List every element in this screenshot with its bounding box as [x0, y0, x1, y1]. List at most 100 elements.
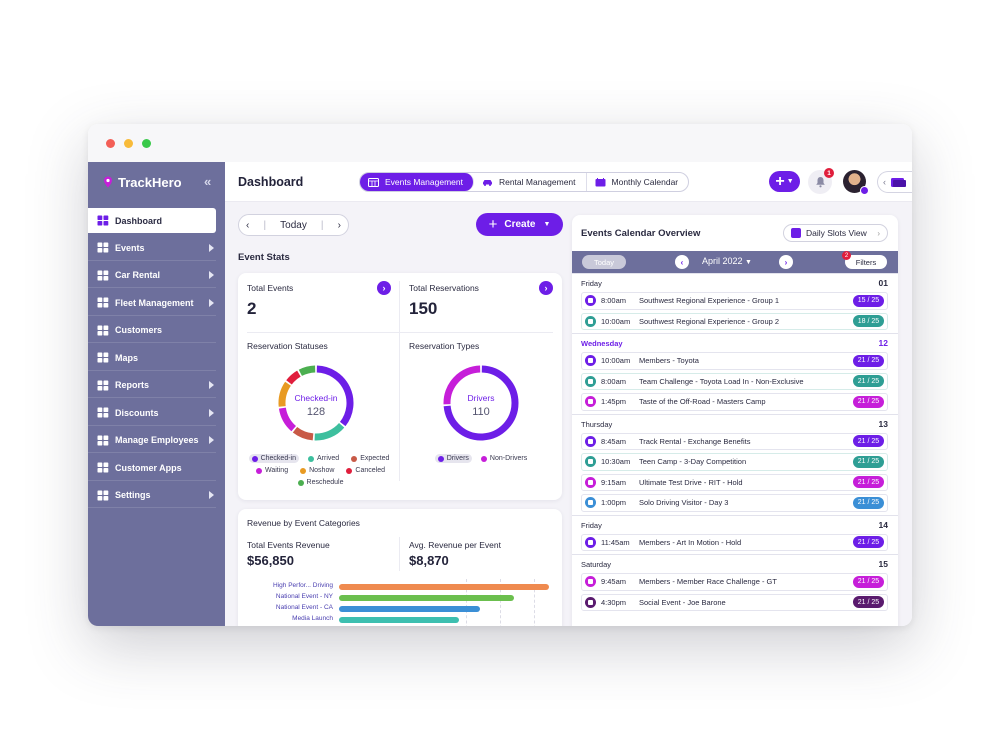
donut-segment-reschedule[interactable] — [298, 365, 316, 376]
calendar-event[interactable]: 10:00am Members - Toyota 21 / 25 — [581, 352, 888, 370]
calendar-event[interactable]: 8:00am Team Challenge - Toyota Load In - … — [581, 372, 888, 390]
bar-fill[interactable] — [339, 617, 459, 623]
calendar-stack-icon — [891, 177, 906, 187]
chevron-right-icon[interactable]: › — [337, 219, 341, 231]
bar-row: Media Launch — [247, 615, 557, 626]
tag-icon — [97, 407, 109, 418]
sidebar-item-car-rental[interactable]: Car Rental — [88, 263, 216, 288]
reservation-types-title: Reservation Types — [409, 341, 480, 351]
donut-segment-non-drivers[interactable] — [443, 365, 481, 405]
tab-rental-management[interactable]: Rental Management — [474, 173, 587, 191]
sidebar-item-fleet-management[interactable]: Fleet Management — [88, 291, 216, 316]
donut-segment-arrived[interactable] — [314, 422, 345, 441]
brand-logo[interactable]: TrackHero « — [88, 162, 225, 202]
legend-item[interactable]: Expected — [348, 454, 392, 463]
calendar-event[interactable]: 1:45pm Taste of the Off-Road - Masters Ca… — [581, 393, 888, 411]
legend-item[interactable]: Checked-in — [248, 454, 300, 463]
calendar-event[interactable]: 9:15am Ultimate Test Drive - RIT - Hold 21… — [581, 473, 888, 491]
legend-item[interactable]: Reschedule — [295, 478, 347, 487]
arrow-right-icon[interactable]: › — [539, 281, 553, 295]
filters-button[interactable]: 2 Filters — [842, 251, 887, 269]
calendar-event[interactable]: 9:45am Members - Member Race Challenge - … — [581, 573, 888, 591]
tab-events-management[interactable]: Events Management — [360, 173, 474, 191]
plus-icon: + — [775, 172, 785, 190]
grid-icon — [97, 215, 109, 226]
calendar-event[interactable]: 10:00am Southwest Regional Experience - G… — [581, 312, 888, 330]
total-events-value: 2 — [247, 299, 257, 318]
calendar-event[interactable]: 1:00pm Solo Driving Visitor - Day 3 21 / 2… — [581, 494, 888, 512]
legend-swatch — [308, 455, 315, 462]
sidebar-item-customers[interactable]: Customers — [88, 318, 216, 343]
calendar-event[interactable]: 4:30pm Social Event - Joe Barone 21 / 25 — [581, 593, 888, 611]
map-icon — [97, 352, 109, 363]
minimize-window-button[interactable] — [124, 139, 133, 148]
calendar-event[interactable]: 11:45am Members - Art In Motion - Hold 21 … — [581, 533, 888, 551]
quick-add-button[interactable]: + ▼ — [769, 171, 800, 192]
event-type-icon — [585, 476, 596, 488]
calendar-event[interactable]: 10:30am Teen Camp - 3-Day Competition 21 /… — [581, 453, 888, 471]
user-avatar[interactable] — [843, 170, 869, 195]
bar-fill[interactable] — [339, 595, 515, 601]
legend-item[interactable]: Waiting — [253, 466, 291, 475]
sidebar-item-label: Customers — [115, 325, 163, 335]
divider — [247, 332, 553, 333]
chevron-left-icon[interactable]: ‹ — [246, 219, 250, 231]
sidebar-item-settings[interactable]: Settings — [88, 483, 216, 508]
donut-segment-checked-in[interactable] — [316, 365, 354, 427]
donut-segment-canceled[interactable] — [286, 370, 301, 385]
next-month-button[interactable]: › — [779, 255, 793, 269]
chevron-right-icon — [209, 271, 214, 279]
arrow-right-icon[interactable]: › — [377, 281, 391, 295]
today-button[interactable]: Today — [582, 255, 626, 269]
sidebar-item-label: Settings — [115, 490, 151, 500]
bar-fill[interactable] — [339, 584, 549, 590]
filters-badge: 2 — [842, 251, 851, 260]
calendar-toolbar: Today ‹ April 2022 ▼ › 2 Filters — [572, 251, 898, 273]
bar-fill[interactable] — [339, 606, 481, 612]
day-header: Friday 14 — [572, 514, 898, 534]
donut-segment-waiting[interactable] — [278, 407, 297, 432]
event-type-icon — [585, 396, 596, 408]
legend-item[interactable]: Non-Drivers — [478, 454, 530, 463]
legend-item[interactable]: Arrived — [305, 454, 342, 463]
close-window-button[interactable] — [106, 139, 115, 148]
sidebar-item-reports[interactable]: Reports — [88, 373, 216, 398]
month-selector[interactable]: April 2022 ▼ — [702, 256, 752, 266]
maximize-window-button[interactable] — [142, 139, 151, 148]
legend-item[interactable]: Canceled — [343, 466, 388, 475]
event-capacity-badge: 21 / 25 — [853, 455, 884, 468]
legend-item[interactable]: Drivers — [434, 454, 472, 463]
sidebar-item-maps[interactable]: Maps — [88, 346, 216, 371]
calendar-event[interactable]: 8:45am Track Rental - Exchange Benefits 21… — [581, 432, 888, 450]
profile-menu-icon[interactable] — [860, 186, 869, 195]
legend-item[interactable]: Noshow — [297, 466, 337, 475]
event-capacity-badge: 21 / 25 — [853, 395, 884, 408]
event-capacity-badge: 21 / 25 — [853, 354, 884, 367]
sidebar-item-customer-apps[interactable]: Customer Apps — [88, 456, 216, 481]
event-type-icon — [585, 435, 596, 447]
sidebar-item-events[interactable]: Events — [88, 236, 216, 261]
notifications-button[interactable]: 1 — [808, 168, 834, 194]
legend-swatch — [256, 467, 263, 474]
previous-month-button[interactable]: ‹ — [675, 255, 689, 269]
sidebar-item-dashboard[interactable]: Dashboard — [88, 208, 216, 233]
tab-monthly-calendar[interactable]: Monthly Calendar — [587, 173, 689, 191]
event-capacity-badge: 21 / 25 — [853, 596, 884, 609]
date-selector[interactable]: ‹ | Today | › — [238, 214, 349, 236]
bar-row: National Event - NY — [247, 593, 557, 604]
event-type-icon — [585, 576, 596, 588]
sidebar-item-discounts[interactable]: Discounts — [88, 401, 216, 426]
day-name: Friday — [581, 279, 602, 288]
daily-slots-view-button[interactable]: Daily Slots View › — [783, 224, 888, 242]
sidebar-item-manage-employees[interactable]: Manage Employees — [88, 428, 216, 453]
right-panel-toggle[interactable]: ‹ — [877, 171, 912, 193]
donut-segment-drivers[interactable] — [443, 365, 519, 441]
calendar-title: Events Calendar Overview — [581, 228, 701, 239]
donut-segment-noshow[interactable] — [278, 381, 292, 407]
event-type-icon — [585, 295, 596, 307]
donut-segment-expected[interactable] — [292, 426, 314, 441]
event-time: 10:30am — [601, 457, 631, 467]
calendar-event[interactable]: 8:00am Southwest Regional Experience - Gr… — [581, 292, 888, 310]
collapse-sidebar-icon[interactable]: « — [204, 174, 212, 189]
create-button[interactable]: + Create ▼ — [476, 213, 563, 236]
